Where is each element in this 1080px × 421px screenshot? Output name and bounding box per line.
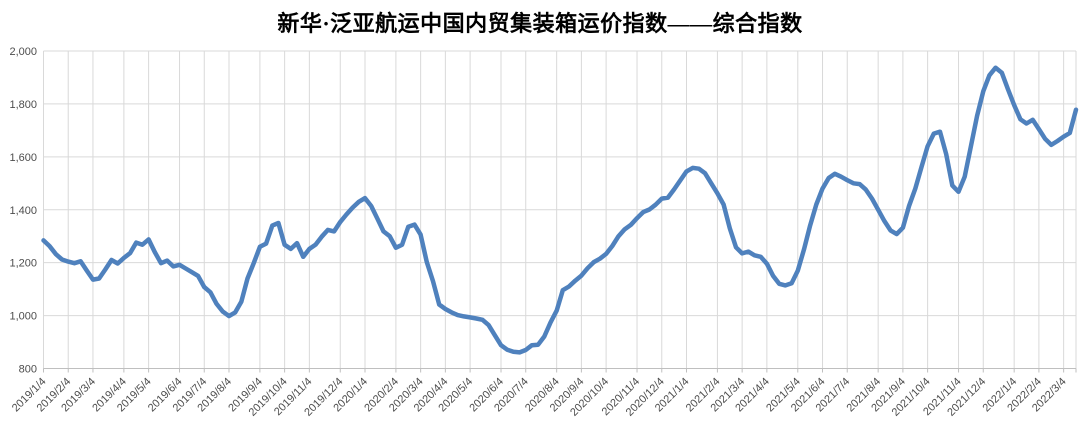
y-tick-label: 1,400 — [9, 205, 37, 217]
chart-title: 新华·泛亚航运中国内贸集装箱运价指数——综合指数 — [277, 11, 803, 36]
y-tick-label: 800 — [19, 364, 37, 376]
y-tick-label: 1,200 — [9, 258, 37, 270]
y-tick-label: 1,000 — [9, 311, 37, 323]
y-tick-label: 2,000 — [9, 46, 37, 58]
y-tick-label: 1,600 — [9, 152, 37, 164]
series-line-composite-index — [41, 65, 1079, 355]
y-tick-label: 1,800 — [9, 99, 37, 111]
